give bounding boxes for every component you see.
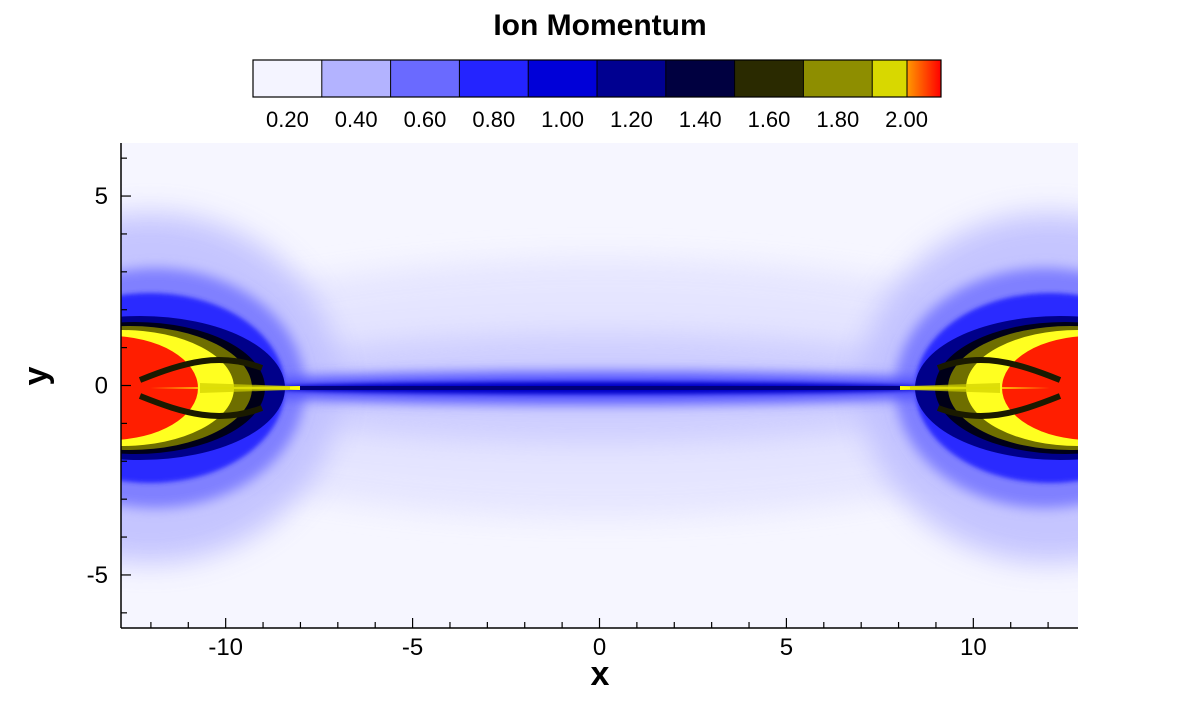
right-jet-filament-upper — [936, 357, 1062, 383]
x-tick-label: 5 — [780, 634, 793, 661]
colorbar-tick-label: 0.60 — [404, 107, 447, 132]
x-tick-label: 0 — [593, 634, 606, 661]
colorbar-cell — [253, 60, 323, 97]
colorbar-tick-label: 1.20 — [610, 107, 653, 132]
y-axis-ticks: 5 0 -5 — [87, 157, 131, 614]
left-jet-filament-lower — [138, 393, 264, 419]
colorbar-tick-label: 0.40 — [335, 107, 378, 132]
colorbar-tick-label: 0.20 — [266, 107, 309, 132]
colorbar-cell — [459, 60, 529, 97]
current-sheet-line — [270, 386, 930, 390]
colorbar-cell — [528, 60, 598, 97]
y-axis-label: y — [17, 366, 55, 385]
x-tick-label: -5 — [402, 634, 423, 661]
x-tick-label: -10 — [208, 634, 243, 661]
colorbar-tick-label: 2.00 — [885, 107, 928, 132]
colorbar-cell — [321, 60, 392, 97]
left-outflow-jet — [121, 316, 300, 460]
right-jet-filament-lower — [936, 393, 1062, 419]
colorbar-cell — [390, 60, 460, 97]
y-tick-label: -5 — [87, 562, 108, 589]
colorbar-tick-label: 1.00 — [541, 107, 584, 132]
left-jet-spike-edge — [200, 383, 290, 393]
x-axis-ticks: -10 -5 0 5 10 — [150, 618, 1049, 661]
colorbar-cell — [597, 60, 667, 97]
colorbar-tick-label: 1.40 — [679, 107, 722, 132]
colorbar-cells — [253, 60, 942, 97]
y-tick-label: 0 — [95, 373, 108, 400]
left-jet-filament-upper — [138, 357, 264, 383]
x-axis-label: x — [591, 655, 610, 693]
right-jet-spike-edge — [910, 383, 1000, 393]
colorbar-cell — [803, 60, 873, 97]
colorbar-tick-label: 1.80 — [816, 107, 859, 132]
colorbar-cell — [665, 60, 736, 97]
heatmap-field — [121, 143, 1078, 628]
colorbar-tick-label: 1.60 — [748, 107, 791, 132]
y-tick-label: 5 — [95, 183, 108, 210]
colorbar-cell — [734, 60, 804, 97]
right-outflow-jet — [900, 316, 1078, 460]
colorbar-frame — [252, 59, 942, 98]
colorbar-cell — [907, 60, 941, 97]
colorbar: 0.20 0.40 0.60 0.80 1.00 1.20 1.40 1.60 1.80 2.00 — [252, 59, 942, 132]
colorbar-tick-label: 0.80 — [472, 107, 515, 132]
colorbar-tick-labels: 0.20 0.40 0.60 0.80 1.00 1.20 1.40 1.60 1.80 2.00 — [266, 107, 928, 132]
x-tick-label: 10 — [960, 634, 987, 661]
chart-title: Ion Momentum — [493, 9, 706, 42]
